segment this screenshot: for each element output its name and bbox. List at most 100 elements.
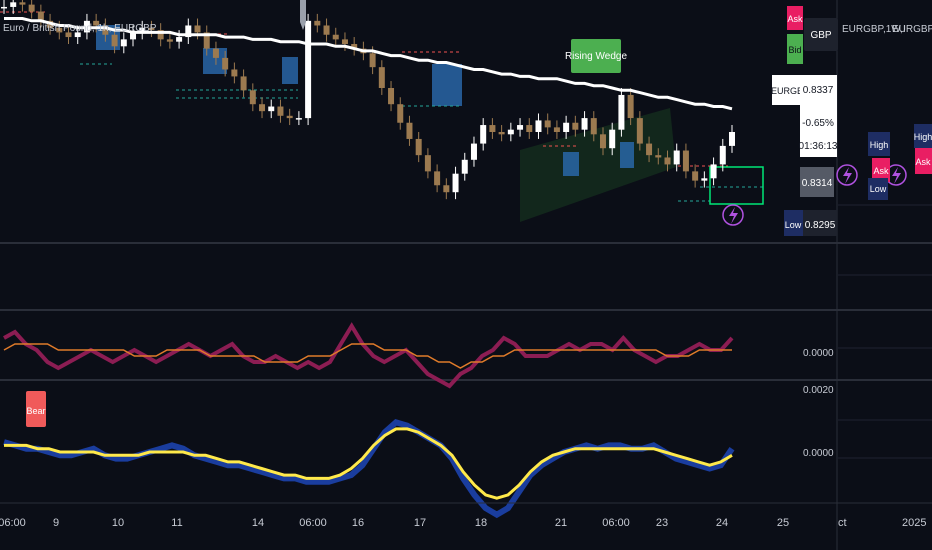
level-box: [800, 167, 834, 197]
bear-text: Bear: [26, 406, 45, 416]
x-tick-label: 23: [656, 517, 668, 529]
lightning-icon[interactable]: [722, 204, 744, 226]
low-value-box: [803, 210, 837, 236]
candle-body: [93, 20, 100, 26]
right-pane-grid: [838, 204, 932, 459]
oscillator-1-line-b: [3, 343, 732, 369]
currency-box: [804, 18, 838, 51]
candle-body: [572, 122, 579, 130]
candle-body: [563, 122, 570, 132]
candle-body: [185, 25, 192, 38]
candle-body: [692, 171, 699, 181]
candle-body: [701, 178, 708, 181]
lightning-icon-weekly[interactable]: [836, 164, 858, 186]
candle-body: [120, 39, 127, 47]
candle-body: [65, 32, 72, 38]
candle-body: [74, 32, 81, 38]
weekly-low-text: Low: [870, 184, 887, 194]
rising-wedge-label[interactable]: Rising Wedge: [565, 39, 628, 73]
candle-body: [434, 171, 441, 186]
candle-body: [341, 39, 348, 44]
x-tick-label: 06:00: [602, 517, 630, 529]
candle-body: [489, 125, 496, 132]
candle-body: [351, 44, 358, 49]
change-text: -0.65%: [802, 118, 834, 129]
candle-body: [10, 2, 17, 7]
weekly-high-badge: [868, 132, 890, 156]
scroll-indicator[interactable]: [300, 0, 306, 30]
candle-body: [470, 143, 477, 160]
symbol-title: Euro / British Pound, 1h, EURGBP: [3, 23, 157, 34]
x-tick-label: 21: [555, 517, 567, 529]
price-text: 0.8337: [803, 85, 834, 96]
low-badge: [784, 210, 803, 236]
x-tick-label: 06:00: [0, 517, 26, 529]
candle-body: [231, 69, 238, 77]
candle-body: [295, 118, 302, 120]
monthly-high-badge: [914, 124, 932, 148]
candle-body: [37, 11, 44, 21]
x-tick-label: 14: [252, 517, 264, 529]
candle-body: [314, 20, 321, 26]
bear-label[interactable]: Bear: [26, 391, 46, 427]
candle-body: [111, 34, 118, 47]
candle-body: [166, 39, 173, 42]
candle-body: [148, 27, 155, 31]
candle-body: [323, 25, 330, 35]
x-tick-label: 11: [171, 517, 182, 529]
monthly-pane-title: EURGBP,1M,: [892, 24, 932, 35]
candle-body: [286, 115, 293, 119]
candle-body: [56, 27, 63, 33]
candle-body: [535, 120, 542, 132]
candle-body: [655, 155, 662, 158]
weekly-pane-title: EURGBP,1W,I: [842, 24, 906, 35]
currency-text: GBP: [810, 30, 831, 41]
x-tick-label: 25: [777, 517, 789, 529]
candle-body: [618, 94, 625, 130]
candle-body: [452, 173, 459, 193]
candle-body: [424, 155, 431, 172]
right-panes: EURGBP,1W,I EURGBP,1M, High Ask Low High…: [842, 24, 932, 200]
candle-body: [1, 6, 7, 9]
candle-body: [28, 4, 35, 12]
low-text: Low: [785, 220, 802, 230]
candle-body: [590, 118, 597, 135]
x-tick-label: 06:00: [299, 517, 327, 529]
side-price-panel: Ask Bid GBP EURGBP 0.8337 -0.65% 01:36:1…: [771, 6, 838, 236]
price-box: [800, 75, 837, 157]
countdown-text: 01:36:13: [799, 141, 838, 152]
price-candles: [1, 0, 735, 200]
candle-body: [415, 138, 422, 156]
weekly-ask-text: Ask: [873, 166, 889, 176]
osc2-top-label: 0.0020: [803, 385, 834, 396]
bid-badge: [787, 34, 803, 64]
candle-body: [517, 125, 524, 130]
x-tick-label: 9: [53, 517, 59, 529]
candle-body: [609, 129, 616, 149]
candle-body: [19, 2, 26, 5]
x-tick-label: 17: [414, 517, 426, 529]
x-tick-label: 10: [112, 517, 124, 529]
level-text: 0.8314: [802, 178, 833, 189]
candle-body: [305, 20, 312, 119]
monthly-high-text: High: [914, 132, 932, 142]
candle-body: [461, 159, 468, 174]
oscillator-1-line-a: [3, 322, 734, 389]
x-tick-label: 16: [352, 517, 364, 529]
candle-body: [646, 143, 653, 156]
candle-body: [710, 164, 717, 179]
candle-body: [553, 127, 560, 132]
candle-body: [599, 134, 606, 149]
candle-body: [682, 150, 689, 172]
candle-body: [443, 185, 450, 193]
candle-body: [526, 125, 533, 132]
candle-body: [729, 132, 735, 146]
x-tick-label: 18: [475, 517, 487, 529]
x-axis-ticks: 06:00 9 10 11 14 06:00 16 17 18 21 06:00 23 24 25: [0, 517, 789, 529]
candle-body: [259, 104, 266, 112]
x-tick-right-1: 2025: [902, 517, 926, 529]
osc2-zero-label: 0.0000: [803, 448, 834, 459]
candle-body: [498, 132, 505, 135]
candle-body: [397, 104, 404, 123]
